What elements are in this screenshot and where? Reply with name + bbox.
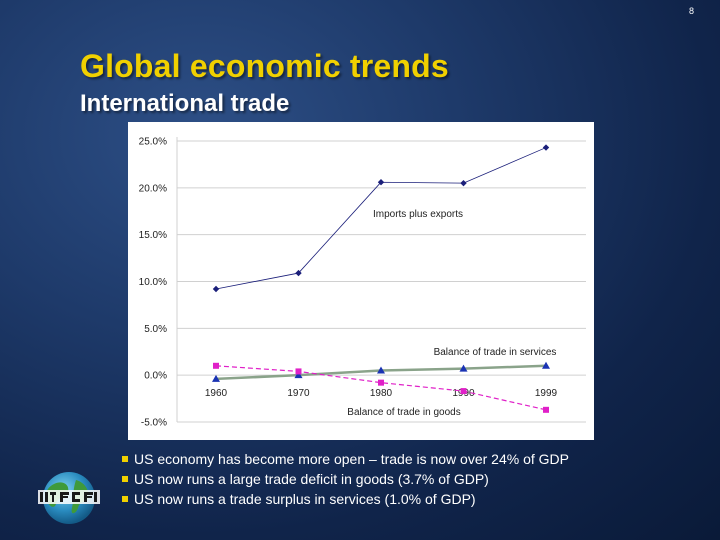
bullet-text: US now runs a large trade deficit in goo… — [134, 471, 489, 487]
diamond-marker — [377, 179, 385, 186]
square-marker — [543, 406, 549, 413]
bullet-square-icon — [122, 456, 128, 462]
triangle-marker — [377, 366, 385, 374]
bullet-list: US economy has become more open – trade … — [122, 449, 569, 509]
y-tick-label: 25.0% — [139, 137, 167, 148]
diamond-marker — [460, 179, 467, 187]
square-marker — [295, 368, 302, 375]
chart-canvas: 25.0% 20.0% 15.0% 10.0% 5.0% 0.0% -5.0% 1960 197… — [139, 137, 586, 429]
y-tick-label: 5.0% — [144, 324, 167, 335]
series-label-goods: Balance of trade in goods — [347, 407, 460, 418]
slide-title: Global economic trends — [80, 48, 449, 84]
square-marker — [378, 379, 384, 386]
square-marker — [213, 362, 219, 369]
bullet-square-icon — [122, 476, 128, 482]
trade-chart: 25.0% 20.0% 15.0% 10.0% 5.0% 0.0% -5.0% 1960 197… — [128, 122, 594, 440]
bullet-item: US economy has become more open – trade … — [122, 449, 569, 469]
bullet-item: US now runs a trade surplus in services … — [122, 489, 569, 509]
series-label-imports-plus-exports: Imports plus exports — [373, 209, 463, 220]
globe-logo-icon — [38, 472, 100, 524]
bullet-item: US now runs a large trade deficit in goo… — [122, 469, 569, 489]
page-number: 8 — [688, 6, 694, 16]
diamond-marker — [212, 285, 220, 293]
triangle-marker — [294, 371, 303, 379]
x-tick-label: 1980 — [370, 388, 393, 399]
bullet-text: US economy has become more open – trade … — [134, 451, 569, 467]
y-tick-label: 0.0% — [144, 371, 167, 382]
square-marker — [460, 388, 467, 395]
x-tick-label: 1970 — [287, 388, 310, 399]
y-tick-label: 15.0% — [139, 230, 167, 241]
triangle-marker — [459, 364, 468, 372]
triangle-marker — [542, 361, 550, 369]
bullet-text: US now runs a trade surplus in services … — [134, 491, 476, 507]
triangle-marker — [212, 374, 220, 382]
diamond-marker — [295, 269, 302, 277]
slide-subtitle: International trade — [80, 90, 290, 117]
y-tick-label: -5.0% — [141, 418, 167, 429]
series-label-services: Balance of trade in services — [434, 347, 557, 358]
y-tick-label: 20.0% — [139, 183, 167, 194]
diamond-marker — [542, 144, 550, 151]
x-tick-label: 1999 — [535, 388, 558, 399]
y-tick-label: 10.0% — [139, 277, 167, 288]
x-tick-label: 1960 — [205, 388, 228, 399]
bullet-square-icon — [122, 496, 128, 502]
